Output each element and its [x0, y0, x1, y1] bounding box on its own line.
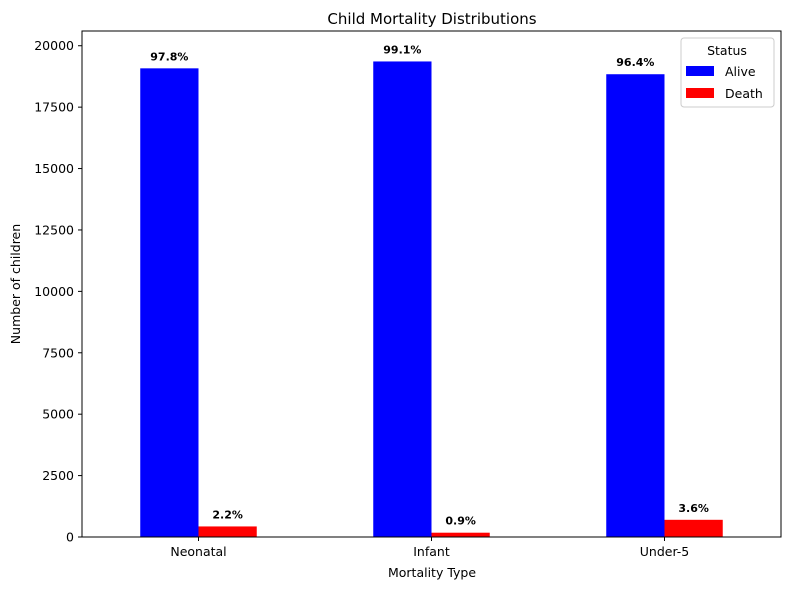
y-tick-label: 2500	[42, 468, 74, 483]
data-labels-group: 97.8% 2.2% 99.1% 0.9% 96.4% 3.6%	[150, 43, 709, 527]
chart-title: Child Mortality Distributions	[327, 10, 536, 28]
legend-entry-death: Death	[725, 86, 763, 101]
y-tick-label: 15000	[34, 161, 74, 176]
bar-alive-infant	[373, 61, 432, 537]
data-label-death-neonatal: 2.2%	[212, 508, 243, 521]
data-label-alive-neonatal: 97.8%	[150, 50, 188, 63]
bar-death-neonatal	[198, 526, 257, 537]
y-tick-label: 20000	[34, 38, 74, 53]
data-label-death-under-5: 3.6%	[678, 502, 709, 515]
x-axis-label: Mortality Type	[388, 565, 476, 580]
x-tick-label: Under-5	[640, 544, 690, 559]
bar-alive-neonatal	[140, 68, 199, 537]
y-tick-label: 0	[66, 530, 74, 545]
legend-title: Status	[707, 43, 747, 58]
legend-swatch-death	[686, 88, 714, 98]
y-tick-label: 17500	[34, 100, 74, 115]
legend: Status Alive Death	[680, 37, 775, 108]
data-label-alive-under-5: 96.4%	[616, 56, 654, 69]
bars-group	[140, 61, 723, 537]
data-label-alive-infant: 99.1%	[383, 43, 421, 56]
x-tick-label: Neonatal	[170, 544, 226, 559]
legend-swatch-alive	[686, 66, 714, 76]
bar-death-under-5	[664, 519, 723, 537]
y-axis: 0 2500 5000 7500 10000 12500 15000 17500 20000	[34, 38, 82, 545]
y-axis-label: Number of children	[8, 224, 23, 344]
x-tick-label: Infant	[413, 544, 450, 559]
y-tick-label: 5000	[42, 407, 74, 422]
y-tick-label: 12500	[34, 222, 74, 237]
bar-alive-under-5	[606, 74, 665, 537]
data-label-death-infant: 0.9%	[445, 515, 476, 528]
y-tick-label: 7500	[42, 345, 74, 360]
y-tick-label: 10000	[34, 284, 74, 299]
legend-entry-alive: Alive	[725, 64, 756, 79]
bar-death-infant	[431, 532, 490, 537]
x-axis: Neonatal Infant Under-5	[170, 537, 689, 559]
